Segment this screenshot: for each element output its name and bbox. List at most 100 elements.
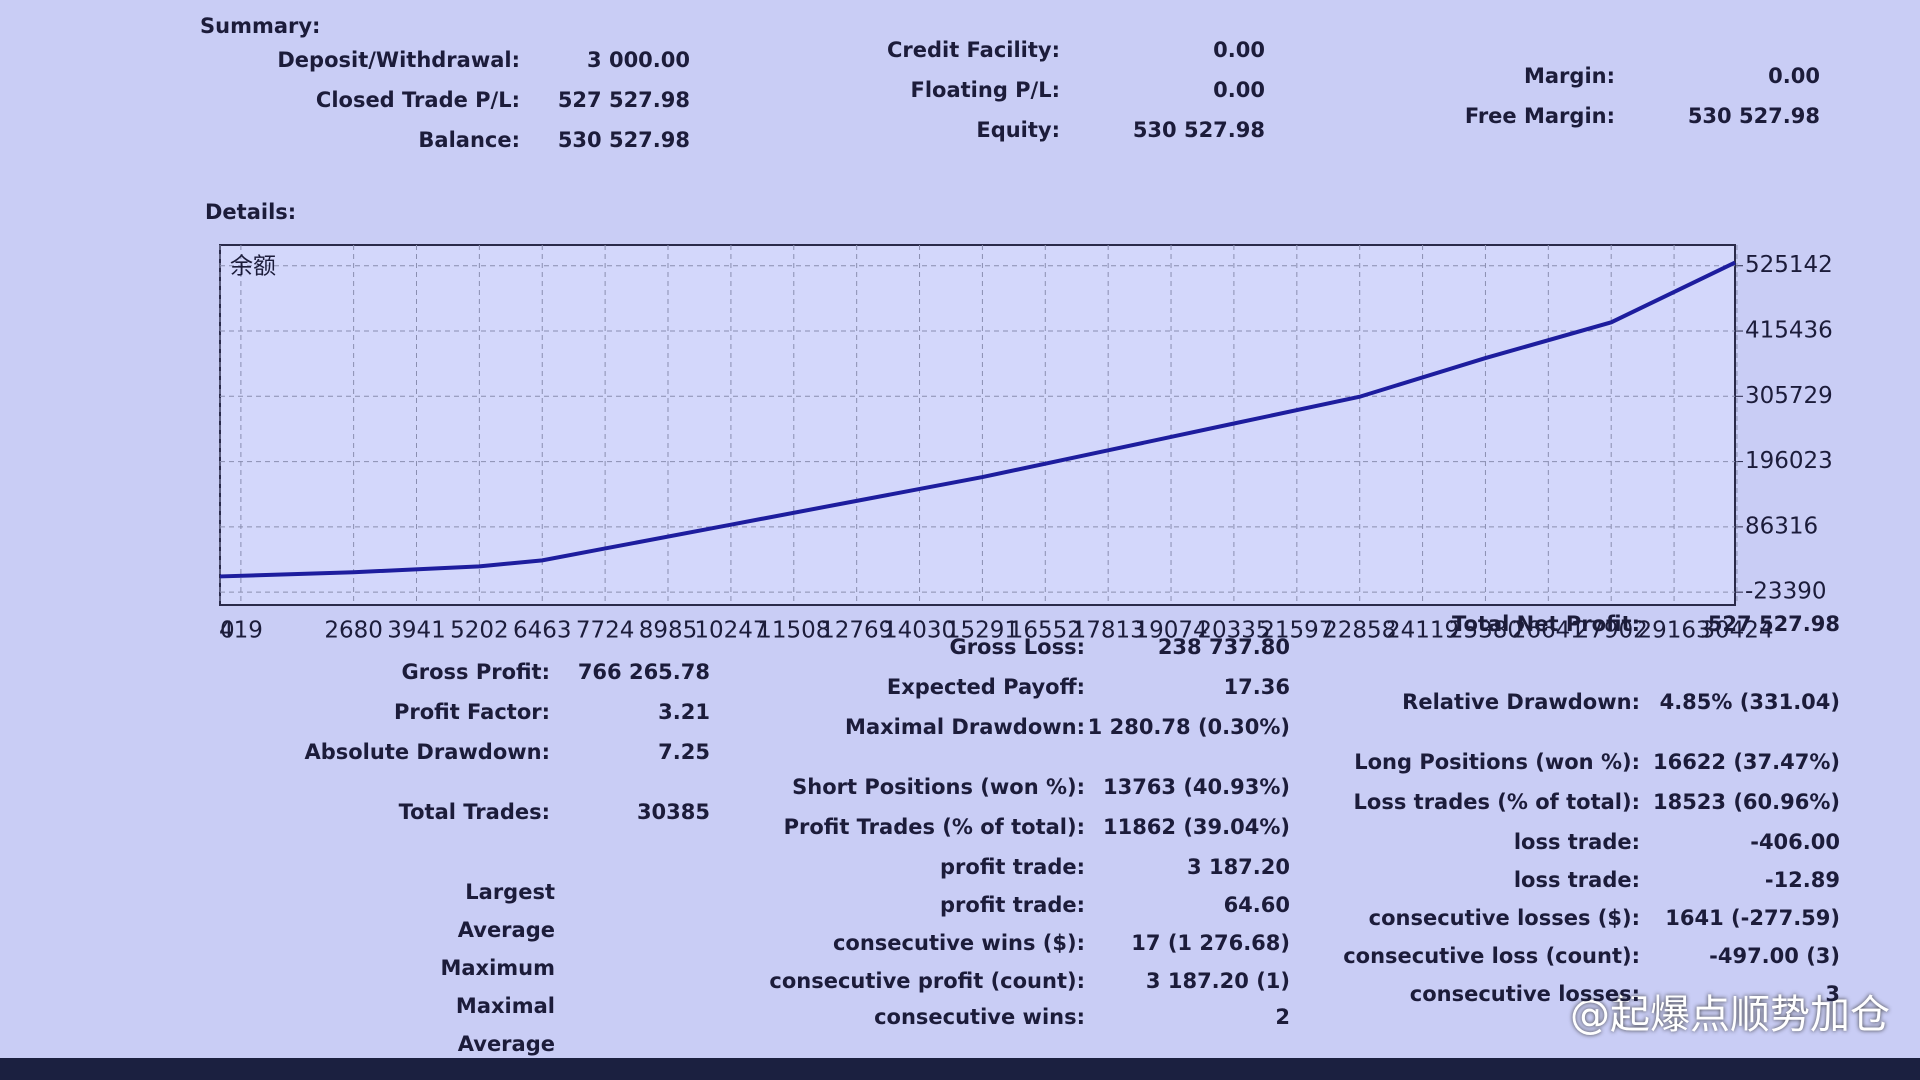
stat-label: Short Positions (won %): — [792, 775, 1085, 799]
stat-value: 17.36 — [1223, 675, 1290, 699]
stat-value: 18523 (60.96%) — [1652, 790, 1840, 814]
stat-label: consecutive wins: — [874, 1005, 1085, 1029]
stat-label: Gross Loss: — [949, 635, 1085, 659]
stat-value: -12.89 — [1764, 868, 1840, 892]
stat-value: 527 527.98 — [1707, 612, 1840, 636]
stat-value: 0.00 — [1213, 78, 1265, 102]
x-tick-label: 25380 — [1449, 618, 1522, 644]
stat-label: Total Net Profit: — [1451, 612, 1640, 636]
stat-label: Equity: — [976, 118, 1060, 142]
x-tick-label: 8985 — [639, 618, 698, 644]
x-tick-label: 15291 — [946, 618, 1019, 644]
x-tick-label: 7724 — [576, 618, 635, 644]
stat-value: 527 527.98 — [557, 88, 690, 112]
x-tick-label: 3941 — [387, 618, 446, 644]
stat-value: 530 527.98 — [1132, 118, 1265, 142]
y-tick-label: 196023 — [1745, 448, 1833, 474]
x-tick-label: 30424 — [1700, 618, 1773, 644]
stat-label: consecutive profit (count): — [769, 969, 1085, 993]
stat-label: profit trade: — [940, 893, 1085, 917]
stat-value: 3 187.20 — [1187, 855, 1290, 879]
stat-label: Balance: — [418, 128, 520, 152]
x-tick-label: 17813 — [1072, 618, 1145, 644]
stat-label: Closed Trade P/L: — [315, 88, 520, 112]
x-tick-label: 26641 — [1512, 618, 1585, 644]
y-tick-label: 415436 — [1745, 318, 1833, 344]
y-tick-label: 525142 — [1745, 252, 1833, 278]
stat-value: 4.85% (331.04) — [1659, 690, 1840, 714]
stat-label: Maximal Drawdown: — [845, 715, 1085, 739]
stat-value: 3 — [1825, 982, 1840, 1006]
row-label: Maximal — [455, 994, 555, 1018]
stat-label: consecutive wins ($): — [832, 931, 1085, 955]
stat-value: 30385 — [636, 800, 710, 824]
stat-label: Credit Facility: — [886, 38, 1060, 62]
stat-value: 1 280.78 (0.30%) — [1087, 715, 1290, 739]
x-tick-label: 11508 — [757, 618, 830, 644]
stat-label: profit trade: — [940, 855, 1085, 879]
stat-label: Gross Profit: — [401, 660, 550, 684]
stat-value: 3.21 — [658, 700, 710, 724]
stat-value: 64.60 — [1223, 893, 1290, 917]
y-tick-label: 305729 — [1745, 383, 1833, 409]
x-tick-label: 14030 — [883, 618, 956, 644]
stat-value: 16622 (37.47%) — [1652, 750, 1840, 774]
stat-value: 11862 (39.04%) — [1102, 815, 1290, 839]
stat-label: Absolute Drawdown: — [304, 740, 550, 764]
details-title: Details: — [205, 200, 297, 224]
stat-value: -406.00 — [1750, 830, 1840, 854]
x-tick-label: 419 — [219, 618, 263, 644]
x-tick-label: 10247 — [694, 618, 767, 644]
summary-title: Summary: — [200, 14, 321, 38]
stat-value: 530 527.98 — [1687, 104, 1820, 128]
stat-label: Loss trades (% of total): — [1353, 790, 1640, 814]
watermark: @起爆点顺势加仓 — [1570, 992, 1890, 1038]
balance-line — [219, 260, 1736, 579]
stat-value: 530 527.98 — [557, 128, 690, 152]
taskbar — [0, 1058, 1920, 1080]
x-tick-label: 0 — [220, 618, 235, 644]
stat-label: consecutive losses: — [1409, 982, 1640, 1006]
stat-label: Long Positions (won %): — [1354, 750, 1640, 774]
stat-label: Relative Drawdown: — [1402, 690, 1640, 714]
x-tick-label: 6463 — [513, 618, 572, 644]
stat-label: Deposit/Withdrawal: — [277, 48, 520, 72]
stat-label: Margin: — [1523, 64, 1615, 88]
stat-value: 3 000.00 — [587, 48, 690, 72]
x-tick-label: 19074 — [1134, 618, 1207, 644]
x-tick-label: 2680 — [324, 618, 383, 644]
stat-value: 2 — [1275, 1005, 1290, 1029]
x-tick-label: 22858 — [1323, 618, 1396, 644]
stat-label: Free Margin: — [1464, 104, 1615, 128]
plot-area — [219, 244, 1736, 606]
stat-value: 0.00 — [1768, 64, 1820, 88]
stat-value: -497.00 (3) — [1709, 944, 1840, 968]
stat-value: 3 187.20 (1) — [1145, 969, 1290, 993]
x-tick-label: 21597 — [1260, 618, 1333, 644]
row-label: Average — [457, 918, 555, 942]
stat-label: Floating P/L: — [910, 78, 1060, 102]
row-label: Average — [457, 1032, 555, 1056]
x-tick-label: 5202 — [450, 618, 509, 644]
x-tick-label: 12769 — [820, 618, 893, 644]
y-tick-label: 86316 — [1745, 513, 1818, 539]
stat-value: 17 (1 276.68) — [1131, 931, 1290, 955]
row-label: Maximum — [440, 956, 555, 980]
stat-value: 766 265.78 — [577, 660, 710, 684]
stat-label: Profit Trades (% of total): — [783, 815, 1085, 839]
legend-label: 余额 — [230, 254, 276, 280]
stat-label: consecutive losses ($): — [1368, 906, 1640, 930]
stat-value: 238 737.80 — [1157, 635, 1290, 659]
row-label: Largest — [465, 880, 555, 904]
stat-label: consecutive loss (count): — [1343, 944, 1640, 968]
stat-value: 0.00 — [1213, 38, 1265, 62]
x-tick-label: 29163 — [1637, 618, 1710, 644]
stat-value: 1641 (-277.59) — [1665, 906, 1840, 930]
stat-label: loss trade: — [1513, 868, 1640, 892]
stat-label: Expected Payoff: — [886, 675, 1085, 699]
x-tick-label: 27902 — [1575, 618, 1648, 644]
y-tick-label: -23390 — [1745, 579, 1826, 605]
stat-label: Total Trades: — [398, 800, 550, 824]
